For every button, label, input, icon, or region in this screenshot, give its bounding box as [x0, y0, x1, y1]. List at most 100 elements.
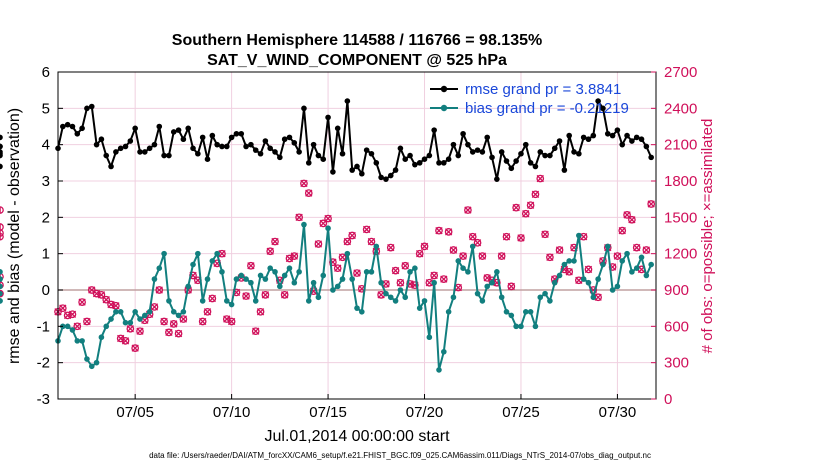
- bias-point: [373, 243, 380, 250]
- obs-point: [439, 275, 448, 283]
- rmse-point: [513, 158, 519, 164]
- obs-point: [333, 264, 342, 273]
- obs-point: [271, 237, 279, 246]
- obs-possible-marker: [256, 307, 265, 316]
- rmse-point: [257, 150, 264, 157]
- rmse-point: [325, 114, 331, 121]
- rmse-point: [113, 149, 119, 155]
- left-axis-ticks: -3 -2 -1 0 1 2 3 4 5 6: [37, 64, 63, 408]
- obs-assimilated-marker: [580, 233, 588, 241]
- bias-point: [320, 272, 327, 279]
- rmse-point: [576, 150, 582, 157]
- bias-point: [576, 232, 582, 239]
- rmse-point: [175, 127, 182, 133]
- bias-point: [122, 319, 129, 326]
- bias-point: [113, 309, 119, 315]
- obs-point: [174, 329, 183, 338]
- obs-assimilated-marker: [425, 279, 433, 287]
- rmse-point: [0, 134, 3, 141]
- bias-point: [547, 298, 553, 304]
- obs-possible-marker: [160, 317, 168, 326]
- obs-point: [618, 226, 627, 235]
- rmse-point: [508, 165, 515, 172]
- obs-point: [473, 238, 482, 247]
- obs-assimilated-marker: [430, 271, 438, 280]
- rmse-point: [334, 125, 341, 132]
- bias-point: [170, 309, 177, 315]
- rmse-point: [368, 150, 375, 157]
- rmse-point: [0, 143, 3, 150]
- obs-point: [468, 232, 477, 241]
- obs-assimilated-marker: [208, 294, 216, 303]
- y-tick-label: 5: [42, 100, 50, 117]
- obs-assimilated-marker: [155, 286, 163, 294]
- obs-possible-marker: [78, 298, 86, 306]
- obs-assimilated-marker: [179, 315, 188, 323]
- bias-point: [64, 323, 71, 330]
- obs-possible-marker: [526, 201, 535, 210]
- bias-point: [532, 323, 539, 330]
- rmse-point: [378, 174, 384, 181]
- bias-line: [57, 223, 653, 371]
- obs-assimilated-marker: [526, 201, 535, 209]
- obs-point: [512, 203, 520, 212]
- bias-point: [450, 294, 457, 301]
- obs-assimilated-marker: [594, 293, 602, 301]
- bias-point: [228, 301, 235, 308]
- obs-point: [396, 278, 405, 287]
- x-tick-label: 07/05: [116, 404, 154, 421]
- rmse-point: [277, 154, 283, 161]
- bias-point: [142, 312, 148, 319]
- y-right-tick-label: 0: [664, 391, 672, 408]
- bias-point: [643, 272, 650, 279]
- bias-point: [180, 309, 187, 315]
- obs-assimilated-marker: [266, 247, 274, 255]
- rmse-point: [363, 147, 370, 153]
- obs-possible-marker: [136, 327, 144, 336]
- bias-point: [325, 225, 331, 232]
- bias-point: [556, 272, 563, 279]
- bias-point: [354, 305, 360, 311]
- obs-point: [304, 189, 313, 197]
- obs-assimilated-marker: [88, 286, 96, 294]
- obs-possible-marker: [439, 275, 448, 283]
- rmse-point: [233, 130, 240, 137]
- bias-point: [508, 312, 515, 319]
- rmse-point: [60, 123, 66, 130]
- bias-point: [518, 323, 524, 330]
- obs-point: [348, 231, 357, 240]
- y-right-tick-label: 2100: [664, 137, 697, 154]
- bias-point: [296, 269, 302, 275]
- obs-possible-marker: [647, 200, 656, 208]
- rmse-point: [248, 141, 254, 148]
- rmse-line: [57, 100, 653, 181]
- obs-possible-marker: [343, 237, 352, 246]
- obs-possible-marker: [411, 281, 419, 290]
- x-axis-label: Jul.01,2014 00:00:00 start: [264, 428, 450, 445]
- rmse-point: [146, 145, 153, 152]
- obs-assimilated-marker: [97, 291, 106, 299]
- bias-point: [436, 367, 442, 373]
- obs-point: [584, 265, 593, 274]
- bias-point: [431, 279, 437, 286]
- obs-assimilated-marker: [498, 252, 506, 260]
- obs-assimilated-marker: [170, 320, 178, 328]
- obs-possible-marker: [623, 211, 631, 219]
- obs-point: [391, 266, 400, 275]
- obs-assimilated-marker: [623, 211, 631, 219]
- rmse-point: [469, 149, 476, 155]
- rmse-point: [127, 138, 134, 144]
- rmse-point: [204, 156, 211, 162]
- bias-point: [629, 269, 635, 275]
- rmse-point: [103, 152, 110, 159]
- obs-possible-marker: [73, 322, 82, 331]
- bias-point: [359, 309, 365, 315]
- obs-point: [0, 206, 4, 214]
- rmse-point: [286, 134, 293, 141]
- rmse-point: [84, 105, 90, 112]
- bias-point: [88, 363, 95, 370]
- obs-point: [401, 261, 410, 270]
- obs-point: [632, 243, 641, 252]
- rmse-point: [98, 136, 105, 143]
- obs-possible-marker: [444, 228, 453, 236]
